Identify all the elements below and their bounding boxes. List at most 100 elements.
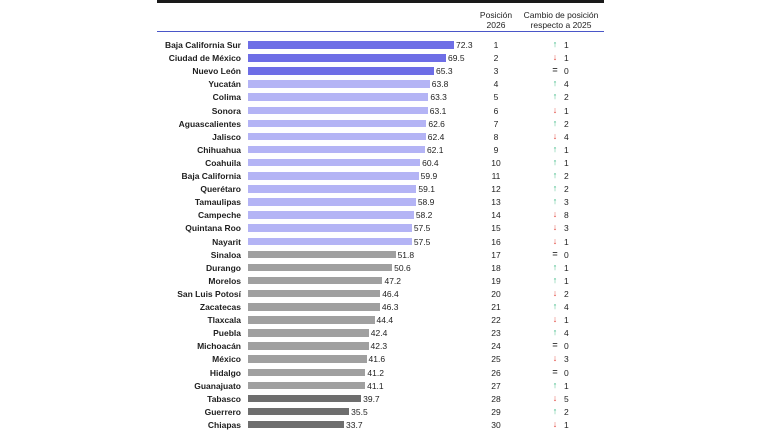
value-label: 62.6	[428, 118, 445, 129]
position-value: 20	[491, 288, 501, 299]
table-row: Baja California 59.9 11 ↑ 2	[0, 170, 768, 183]
change-value: 3	[564, 197, 569, 208]
position-value: 22	[491, 315, 501, 326]
state-label: Colima	[212, 92, 241, 103]
state-label: San Luis Potosí	[177, 288, 241, 299]
arrow-up-icon: ↑	[552, 261, 558, 272]
bar	[248, 198, 416, 206]
change-value: 4	[564, 131, 569, 142]
state-label: Baja California Sur	[164, 40, 241, 50]
state-label: Baja California	[181, 171, 241, 181]
position-value: 15	[491, 223, 501, 234]
change-value: 0	[564, 341, 569, 352]
state-label: Aguascalientes	[178, 118, 241, 129]
bar	[248, 368, 366, 376]
table-row: Querétaro 59.1 12 ↑ 2	[0, 183, 768, 196]
change-value: 2	[564, 184, 569, 195]
change-value: 0	[564, 66, 569, 77]
table-row: Guerrero 35.5 29 ↑ 2	[0, 406, 768, 419]
state-label: Querétaro	[200, 184, 241, 195]
arrow-up-icon: ↑	[552, 301, 558, 311]
change-value: 0	[564, 249, 569, 260]
arrow-up-icon: ↑	[552, 196, 558, 207]
bar	[248, 329, 369, 337]
change-value: 4	[564, 302, 569, 312]
bar	[248, 303, 380, 311]
change-value: 1	[564, 262, 569, 273]
position-value: 25	[491, 354, 501, 365]
arrow-up-icon: ↑	[552, 143, 558, 154]
table-row: Morelos 47.2 19 ↑ 1	[0, 275, 768, 288]
arrow-down-icon: ↓	[552, 130, 558, 141]
table-row: Quintana Roo 57.5 15 ↓ 3	[0, 222, 768, 235]
position-value: 1	[493, 40, 499, 50]
value-label: 46.3	[381, 302, 399, 312]
table-row: Jalisco 62.4 8 ↓ 4	[0, 131, 768, 144]
change-value: 1	[564, 157, 569, 168]
arrow-up-icon: ↑	[552, 274, 558, 285]
change-value: 8	[564, 210, 569, 221]
value-label: 62.1	[426, 144, 444, 155]
table-row: México 41.6 25 ↓ 3	[0, 353, 768, 366]
value-label: 65.3	[436, 66, 453, 77]
bar	[248, 355, 367, 363]
equal-icon: =	[552, 340, 558, 351]
position-value: 10	[491, 157, 501, 168]
position-header-line-1: Posición	[479, 10, 513, 20]
header-rule	[157, 31, 604, 32]
change-value: 1	[564, 380, 569, 391]
bar	[248, 237, 412, 245]
state-label: Guerrero	[204, 406, 241, 417]
value-label: 59.1	[418, 184, 435, 195]
position-value: 3	[493, 66, 499, 77]
change-value: 1	[564, 275, 569, 286]
change-header: Cambio de posición respecto a 2025	[518, 10, 604, 30]
bar	[248, 132, 426, 141]
bar	[248, 158, 421, 167]
state-label: Quintana Roo	[185, 223, 241, 234]
arrow-up-icon: ↑	[552, 405, 558, 416]
position-value: 13	[491, 197, 501, 208]
value-label: 42.4	[370, 328, 388, 339]
change-value: 1	[564, 236, 569, 247]
arrow-down-icon: ↓	[552, 418, 558, 429]
position-value: 26	[491, 367, 501, 378]
arrow-up-icon: ↑	[552, 170, 558, 180]
table-row: Tamaulipas 58.9 13 ↑ 3	[0, 196, 768, 209]
table-row: Hidalgo 41.2 26 = 0	[0, 367, 768, 380]
position-value: 24	[491, 341, 501, 352]
arrow-up-icon: ↑	[552, 78, 558, 89]
table-row: Ciudad de México 69.5 2 ↓ 1	[0, 52, 768, 65]
value-label: 50.6	[394, 262, 411, 273]
arrow-down-icon: ↓	[552, 235, 558, 246]
value-label: 41.6	[368, 354, 386, 365]
value-label: 57.5	[413, 236, 431, 247]
value-label: 46.4	[382, 288, 399, 299]
state-label: Hidalgo	[209, 367, 241, 378]
value-label: 35.5	[351, 406, 368, 417]
arrow-up-icon: ↑	[552, 156, 558, 167]
table-row: Puebla 42.4 23 ↑ 4	[0, 327, 768, 340]
table-row: Nayarit 57.5 16 ↓ 1	[0, 236, 768, 249]
state-label: Jalisco	[212, 131, 241, 142]
change-value: 4	[564, 328, 569, 339]
arrow-up-icon: ↑	[552, 183, 558, 194]
value-label: 63.1	[429, 105, 447, 116]
position-value: 12	[491, 184, 501, 195]
position-value: 19	[491, 275, 501, 286]
value-label: 42.3	[370, 341, 388, 352]
state-label: Campeche	[198, 210, 241, 221]
state-label: Sinaloa	[210, 249, 241, 260]
table-row: Zacatecas 46.3 21 ↑ 4	[0, 301, 768, 314]
state-label: Zacatecas	[199, 302, 241, 312]
top-border	[157, 0, 604, 3]
table-row: Nuevo León 65.3 3 = 0	[0, 65, 768, 78]
value-label: 69.5	[448, 53, 465, 64]
value-label: 33.7	[346, 419, 363, 430]
state-label: Sonora	[211, 105, 241, 116]
state-label: Guanajuato	[194, 380, 241, 391]
bar	[248, 394, 362, 403]
arrow-down-icon: ↓	[552, 392, 558, 403]
state-label: México	[212, 354, 241, 365]
bar	[248, 211, 414, 219]
